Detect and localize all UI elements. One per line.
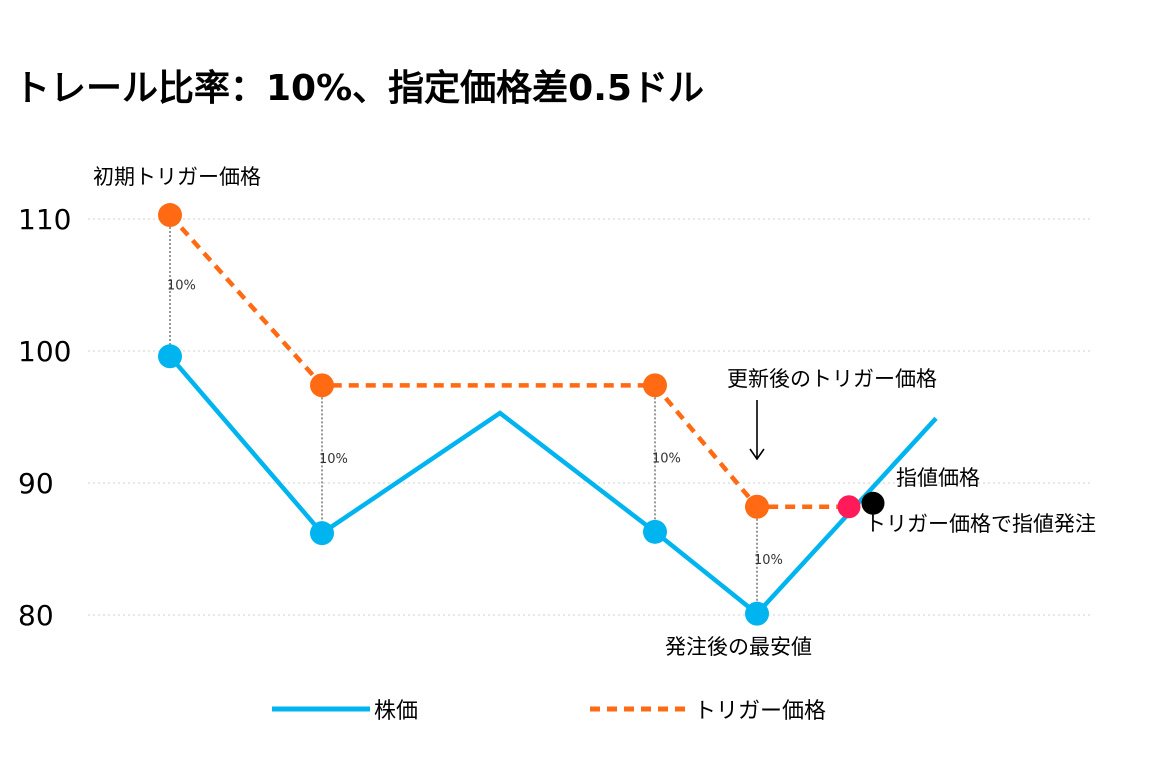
percent-label-3: 10% <box>754 553 783 568</box>
annotation-limit-price: 指値価格 <box>896 466 980 490</box>
annotation-updated-trigger: 更新後のトリガー価格 <box>727 367 937 391</box>
execution-point <box>837 495 861 519</box>
percent-label-1: 10% <box>319 452 348 467</box>
y-tick-100: 100 <box>18 335 71 368</box>
series-lines <box>168 213 938 617</box>
trigger-point-4 <box>643 373 667 398</box>
percent-label-2: 10% <box>652 452 681 467</box>
price-point-4 <box>643 519 667 544</box>
trigger-point-5 <box>745 494 769 519</box>
series-line-price <box>168 354 938 617</box>
series-markers <box>158 203 885 626</box>
y-tick-110: 110 <box>18 203 71 236</box>
annotation-initial-trigger: 初期トリガー価格 <box>93 165 261 189</box>
percent-label-0: 10% <box>167 279 196 294</box>
legend-label-price: 株価 <box>374 699 418 724</box>
annotation-lowest-after-order: 発注後の最安値 <box>665 635 812 659</box>
down-arrow-icon <box>749 400 765 461</box>
y-tick-labels: 80 90 100 110 <box>18 203 71 632</box>
y-tick-80: 80 <box>18 599 54 632</box>
annotation-execution: トリガー価格で指値発注 <box>865 512 1096 536</box>
annotations: 初期トリガー価格 更新後のトリガー価格 指値価格 トリガー価格で指値発注 発注後… <box>93 165 1096 659</box>
series-line-trigger <box>168 213 849 510</box>
legend: 株価 トリガー価格 <box>272 699 826 724</box>
percent-guides: 10% 10% 10% 10% <box>167 215 783 614</box>
trigger-point-1 <box>158 203 182 228</box>
chart-title: トレール比率：10%、指定価格差0.5ドル <box>14 68 704 109</box>
limit-price-point <box>861 491 885 515</box>
trigger-point-2 <box>310 373 334 398</box>
y-tick-90: 90 <box>18 467 54 500</box>
price-point-1 <box>158 344 182 369</box>
legend-label-trigger: トリガー価格 <box>694 699 826 724</box>
price-point-2 <box>310 521 334 546</box>
grid-lines <box>88 218 1090 616</box>
price-point-5 <box>745 601 769 626</box>
